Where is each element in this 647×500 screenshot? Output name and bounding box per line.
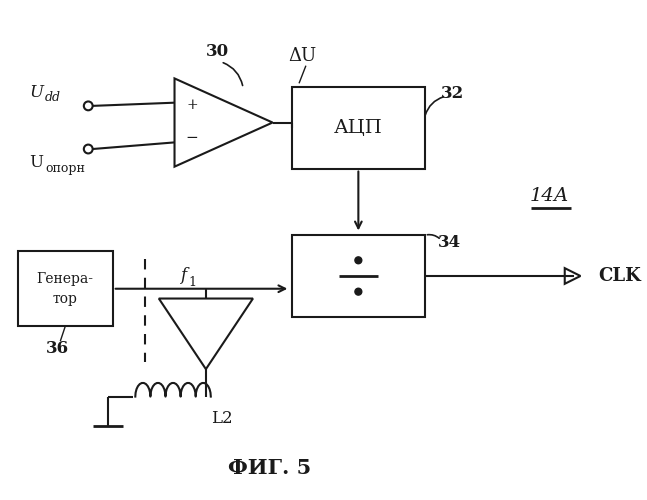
Text: 32: 32: [441, 84, 465, 102]
Text: АЦП: АЦП: [334, 119, 383, 137]
Text: L2: L2: [211, 410, 232, 426]
Text: опорн: опорн: [45, 162, 85, 175]
Text: тор: тор: [53, 292, 78, 306]
Text: 1: 1: [188, 276, 196, 289]
Text: CLK: CLK: [598, 267, 641, 285]
Polygon shape: [292, 87, 424, 168]
Text: ΔU: ΔU: [288, 47, 316, 65]
Text: U: U: [29, 154, 43, 171]
Text: 30: 30: [206, 44, 229, 60]
Text: dd: dd: [45, 90, 61, 104]
Text: 34: 34: [438, 234, 461, 250]
Text: +: +: [186, 98, 198, 112]
Circle shape: [355, 257, 362, 264]
Polygon shape: [292, 236, 424, 316]
Text: 14А: 14А: [529, 187, 569, 205]
Text: 36: 36: [46, 340, 69, 356]
Text: −: −: [186, 131, 199, 145]
Polygon shape: [175, 78, 272, 166]
Text: ФИГ. 5: ФИГ. 5: [228, 458, 311, 477]
Text: U: U: [29, 84, 43, 100]
Circle shape: [355, 288, 362, 295]
Text: f: f: [181, 266, 186, 283]
Polygon shape: [159, 298, 253, 369]
Text: Генера-: Генера-: [37, 272, 94, 286]
Polygon shape: [17, 251, 113, 326]
